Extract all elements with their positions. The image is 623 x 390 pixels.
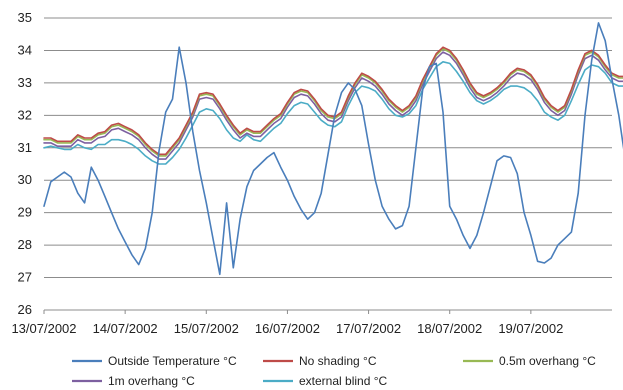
x-tick-label: 17/07/2002: [336, 321, 401, 336]
legend-label-2: 0.5m overhang °C: [499, 354, 596, 368]
x-tick-label: 16/07/2002: [255, 321, 320, 336]
x-tick-label: 18/07/2002: [417, 321, 482, 336]
y-tick-label: 29: [18, 205, 32, 220]
y-tick-label: 35: [18, 10, 32, 25]
x-axis-ticks: 13/07/2002 14/07/2002 15/07/2002 16/07/2002…: [11, 310, 563, 336]
y-tick-label: 33: [18, 75, 32, 90]
y-tick-label: 26: [18, 302, 32, 317]
legend-label-1: No shading °C: [299, 354, 377, 368]
series-line-2: [43, 47, 623, 157]
series-lines: [43, 22, 623, 276]
x-tick-label: 14/07/2002: [93, 321, 158, 336]
legend-label-4: external blind °C: [299, 374, 388, 388]
y-tick-label: 28: [18, 237, 32, 252]
grid: [44, 17, 612, 311]
y-tick-label: 32: [18, 107, 32, 122]
y-tick-label: 31: [18, 140, 32, 155]
x-tick-label: 19/07/2002: [498, 321, 563, 336]
series-line-4: [43, 60, 623, 165]
series-line-0: [43, 22, 623, 276]
x-tick-label: 13/07/2002: [11, 321, 76, 336]
x-tick-label: 15/07/2002: [174, 321, 239, 336]
legend: Outside Temperature °C No shading °C 0.5m …: [72, 354, 596, 388]
y-axis-ticks: 26 27 28 29 30 31 32 33 34 35: [18, 10, 32, 317]
series-line-1: [43, 46, 623, 156]
y-tick-label: 30: [18, 172, 32, 187]
series-line-3: [43, 51, 623, 160]
legend-label-0: Outside Temperature °C: [108, 354, 237, 368]
y-tick-label: 27: [18, 270, 32, 285]
y-tick-label: 34: [18, 42, 32, 57]
legend-label-3: 1m overhang °C: [108, 374, 195, 388]
